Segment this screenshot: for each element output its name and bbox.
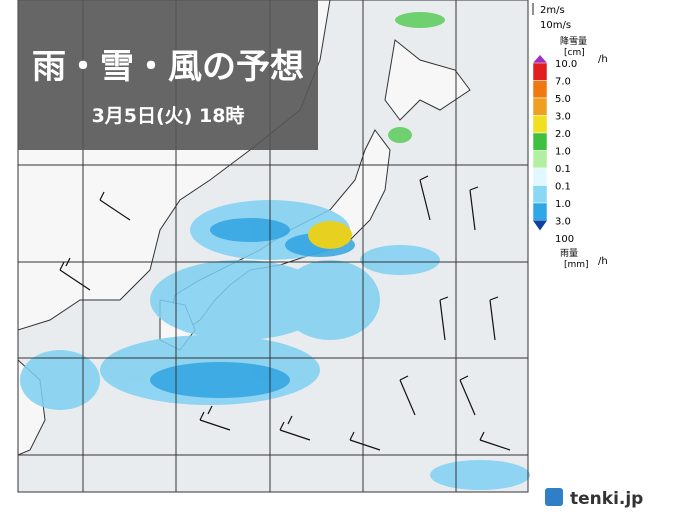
title: 雨・雪・風の予想 (32, 47, 304, 87)
scale-swatch (532, 202, 548, 221)
color-scale: 10.0 7.0 5.0 3.0 2.0 1.0 0.1 0.1 1.0 3.0 100 (532, 55, 577, 245)
scale-swatch (532, 185, 548, 204)
scale-label: 7.0 (555, 77, 571, 88)
scale-label: 1.0 (555, 147, 571, 158)
scale-label: 2.0 (555, 129, 571, 140)
scale-label: 1.0 (555, 199, 571, 210)
hokkaido (384, 39, 471, 121)
scale-swatch (532, 115, 548, 134)
rain-title: 雨量 (560, 248, 578, 259)
rain-unit: [mm] (564, 260, 589, 270)
brand: tenki.jp (570, 489, 643, 509)
snow-per: /h (598, 54, 608, 65)
wind-label: 10m/s (540, 20, 571, 31)
snow-unit: [cm] (564, 48, 585, 58)
brand-icon (545, 488, 563, 506)
lat-lon-grid (17, 0, 529, 493)
wind-label: 2m/s (540, 5, 565, 16)
scale-label: 3.0 (555, 112, 571, 123)
rain-area (20, 200, 530, 490)
scale-swatch (532, 97, 548, 116)
scale-swatch (533, 55, 547, 63)
scale-swatch (533, 220, 547, 231)
scale-swatch (532, 80, 548, 99)
scale-label: 0.1 (555, 164, 571, 175)
rain-per: /h (598, 256, 608, 267)
scale-swatch (532, 62, 548, 81)
scale-swatch (532, 150, 548, 169)
snow-area (308, 221, 352, 249)
scale-label: 3.0 (555, 217, 571, 228)
snow-title: 降雪量 (560, 35, 587, 47)
wind-barbs (59, 175, 511, 451)
scale-label: 5.0 (555, 94, 571, 105)
scale-label: 0.1 (555, 182, 571, 193)
scale-swatch (532, 167, 548, 186)
scale-label: 100 (555, 234, 574, 245)
scale-swatch (532, 132, 548, 151)
snow-area (395, 12, 445, 28)
subtitle: 3月5日(火) 18時 (92, 105, 245, 127)
title-box (18, 0, 318, 150)
scale-label: 10.0 (555, 59, 577, 70)
snow-area (388, 127, 412, 143)
